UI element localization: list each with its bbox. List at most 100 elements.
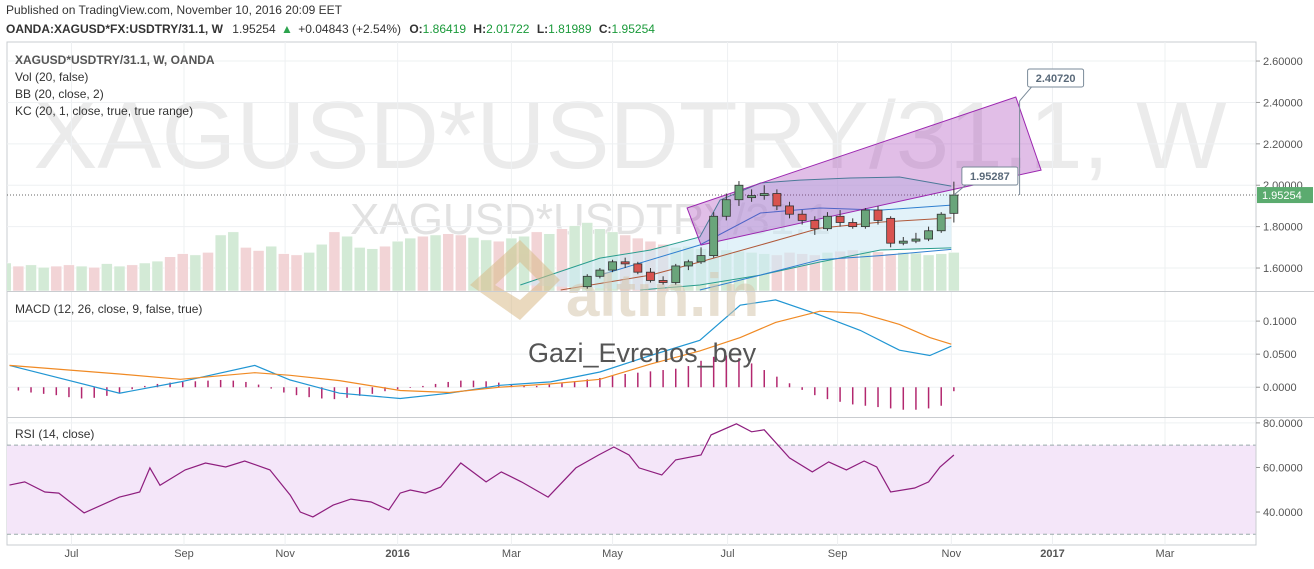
watermark-symbol: XAGUSD*USDTRY/31.1, W: [33, 82, 1227, 189]
x-tick-label: Sep: [174, 548, 194, 560]
symbol: OANDA:XAGUSD*FX:USDTRY/31.1, W: [6, 22, 224, 36]
volume-bar: [278, 253, 290, 291]
volume-bar: [88, 267, 100, 291]
volume-bar: [290, 254, 303, 291]
volume-bar: [25, 264, 37, 291]
candle-body: [949, 194, 959, 214]
y-tick-label: 2.20000: [1263, 139, 1303, 151]
published-line: Published on TradingView.com, November 1…: [6, 3, 343, 17]
volume-bar: [151, 260, 164, 291]
symbol-line: OANDA:XAGUSD*FX:USDTRY/31.1, W 1.95254 ▲…: [6, 22, 655, 36]
y-tick-label: 1.80000: [1263, 222, 1303, 234]
x-tick-label: Jul: [64, 548, 78, 560]
volume-bar: [910, 252, 922, 291]
candle-body: [911, 238, 921, 242]
up-arrow: ▲: [281, 22, 293, 36]
y-tick-label: 1.60000: [1263, 263, 1303, 275]
y-tick-label: 0.0000: [1263, 382, 1297, 394]
last-value: 1.95254: [232, 22, 276, 36]
close-label: C:: [599, 22, 612, 36]
candle-body: [721, 199, 731, 217]
candle-body: [823, 215, 832, 230]
volume-bar: [328, 231, 341, 291]
pane-title: RSI (14, close): [15, 427, 94, 441]
volume-bar: [480, 239, 492, 291]
volume-bar: [252, 250, 265, 291]
annotation-connector: [953, 184, 967, 196]
candle-body: [620, 261, 630, 265]
candle-body: [595, 269, 605, 277]
y-tick-label: 2.40000: [1263, 97, 1303, 109]
volume-bar: [37, 267, 50, 291]
close-value: 1.95254: [612, 22, 656, 36]
low-label: L:: [537, 22, 548, 36]
x-tick-label: Mar: [1156, 548, 1175, 560]
candle-body: [848, 222, 858, 228]
change: +0.04843 (+2.54%): [298, 22, 401, 36]
pane-title: MACD (12, 26, close, 9, false, true): [15, 302, 202, 316]
candle-body: [936, 213, 946, 232]
labels: Jul Sep Nov 2016 Mar May Jul Sep Nov 2017 Mar 1.600…: [15, 53, 1313, 560]
volume-bar: [922, 254, 935, 291]
legend-entry: BB (20, close, 2): [15, 87, 104, 101]
candle-body: [582, 275, 592, 288]
volume-bar: [316, 244, 328, 291]
high-label: H:: [473, 22, 486, 36]
volume-bar: [113, 265, 126, 291]
candle-body: [797, 213, 807, 221]
y-tick-label: 80.0000: [1263, 418, 1303, 430]
volume-bar: [50, 265, 63, 291]
candle-body: [747, 195, 756, 199]
pane-title: XAGUSD*USDTRY/31.1, W, OANDA: [15, 53, 215, 67]
open-label: O:: [409, 22, 422, 36]
candle-body: [658, 280, 668, 283]
volume-bar: [101, 263, 113, 291]
x-tick-label: Nov: [942, 548, 962, 560]
rsi-band: [7, 445, 1256, 535]
annotation-label: 1.95287: [970, 171, 1010, 183]
candle-body: [646, 271, 655, 281]
x-tick-label: Mar: [502, 548, 521, 560]
pane: [7, 418, 1256, 545]
band-line: [640, 247, 952, 291]
candle-body: [696, 255, 706, 263]
annotation-box: [961, 166, 1019, 186]
x-tick-label: 2017: [1040, 548, 1064, 560]
volume-bar: [126, 264, 138, 291]
volume-bar: [379, 245, 391, 291]
volume-bar: [897, 252, 910, 291]
volume-bar: [227, 231, 240, 291]
candle-body: [810, 220, 820, 230]
x-tick-label: Nov: [275, 548, 295, 560]
volume-bar: [404, 237, 417, 291]
candle-body: [683, 261, 693, 267]
watermark-author: Gazi_Evrenos_bey: [528, 338, 757, 368]
low-value: 1.81989: [548, 22, 592, 36]
band-line: [699, 248, 952, 291]
rsi-line: [9, 423, 955, 518]
y-tick-label: 2.60000: [1263, 56, 1303, 68]
volume-bar: [202, 252, 214, 291]
volume-bar: [948, 252, 960, 291]
candle-body: [772, 193, 782, 207]
volume-bar: [214, 234, 227, 291]
x-tick-label: Jul: [721, 548, 735, 560]
macd-line: [9, 310, 952, 394]
candle-body: [785, 205, 794, 215]
volume-bar: [556, 228, 568, 291]
volume-bar: [189, 254, 202, 291]
candle-body: [608, 261, 617, 271]
volume-bar: [568, 225, 581, 291]
candle-body: [924, 230, 933, 240]
candle-body: [860, 209, 870, 228]
volume-bar: [341, 235, 353, 291]
volume-bar: [240, 247, 252, 291]
high-value: 2.01722: [486, 22, 530, 36]
legend-entry: KC (20, 1, close, true, true range): [15, 104, 193, 118]
last-price-box: [1257, 187, 1313, 204]
volume-bar: [7, 262, 12, 291]
candle-body: [759, 193, 769, 196]
volume-bar: [303, 252, 315, 291]
volume-bar: [417, 235, 429, 291]
